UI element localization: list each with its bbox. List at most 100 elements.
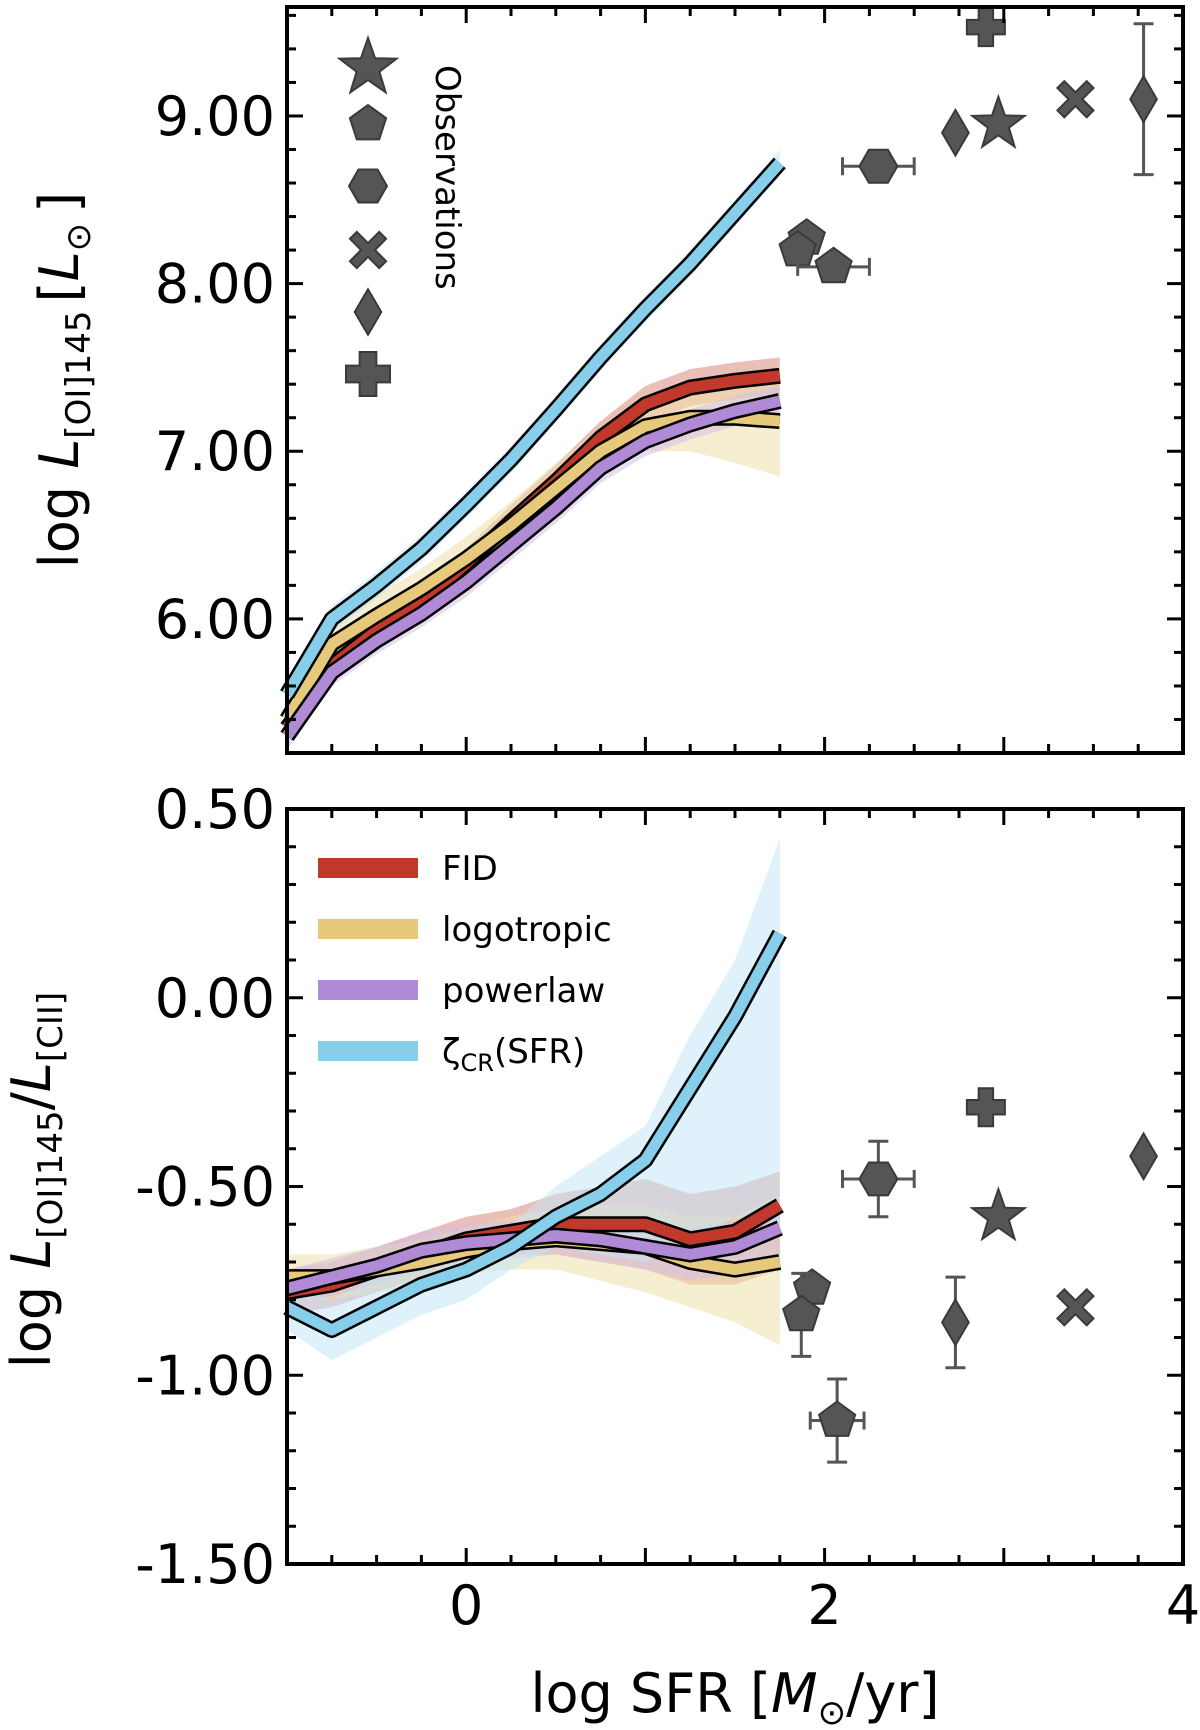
observation-hexagon — [841, 1139, 916, 1219]
bottom-y-axis-title: log L[OI]145/L[CII] — [0, 992, 71, 1368]
plus-marker — [965, 1087, 1006, 1128]
xlabel-prefix: log SFR [ — [530, 1662, 771, 1725]
top-plot-frame — [285, 5, 1185, 755]
observation-x — [1055, 79, 1095, 119]
legend-swatch — [318, 858, 418, 878]
observation-diamond — [1129, 1131, 1159, 1182]
observation-diamond — [1129, 22, 1159, 177]
diamond-marker — [940, 107, 970, 158]
legend-swatch — [318, 919, 418, 939]
y-tick-label: -1.00 — [135, 1344, 275, 1407]
bottom-ylabel-slash: / — [0, 1091, 63, 1110]
y-tick-label: 8.00 — [155, 253, 275, 316]
hexagon-marker — [858, 1161, 899, 1197]
star-marker — [969, 1186, 1028, 1242]
diamond-marker — [1129, 74, 1159, 124]
pentagon-marker — [817, 1400, 857, 1437]
legend-swatch — [318, 1041, 418, 1061]
bottom-ylabel-L: L — [0, 1239, 63, 1269]
line-2 — [282, 395, 782, 740]
observation-plus — [965, 1087, 1006, 1128]
xlabel-sun: ⊙ — [818, 1693, 847, 1730]
y-tick-label: 7.00 — [155, 420, 275, 483]
legend-entry: logotropic — [318, 910, 612, 950]
top-panel: 6.007.008.009.00 log L[OI]145[L⊙] Observ… — [28, 5, 1185, 755]
y-tick-label: 0.00 — [155, 967, 275, 1030]
x-axis-title: log SFR [M⊙/yr] — [530, 1662, 939, 1730]
top-series-lines — [280, 157, 786, 741]
legend-swatch — [318, 980, 418, 1000]
x-marker — [1055, 79, 1095, 119]
observations-legend-label: Observations — [427, 65, 467, 290]
observations-legend-x-marker — [348, 230, 388, 270]
observation-pentagon — [796, 246, 871, 284]
observation-x — [1055, 1287, 1095, 1327]
legend-label-main: ζ — [442, 1032, 461, 1072]
pentagon-marker — [814, 246, 853, 284]
top-ylabel-unit-close: ] — [28, 192, 91, 213]
top-ylabel-sub: [OI]145 — [59, 310, 99, 438]
pentagon-marker — [782, 1294, 821, 1332]
x-tick-label: 0 — [449, 1574, 483, 1637]
observations-legend-star-marker — [336, 34, 400, 95]
observation-diamond — [940, 1275, 970, 1370]
observation-star — [969, 1186, 1028, 1242]
observations-legend-hexagon-marker — [347, 168, 389, 204]
star-marker — [969, 93, 1028, 150]
bottom-ylabel-L2: L — [0, 1062, 63, 1092]
observations-legend-diamond-marker — [353, 287, 383, 337]
line-3 — [282, 159, 784, 698]
hexagon-marker — [858, 148, 899, 184]
x-tick-label: 2 — [807, 1574, 841, 1637]
legend-label: logotropic — [442, 910, 612, 950]
line-outline-1 — [280, 409, 781, 724]
observations-legend — [336, 34, 400, 397]
y-tick-label: -0.50 — [135, 1156, 275, 1219]
legend-entry: ζCR(SFR) — [318, 1032, 585, 1077]
bottom-plot-frame — [285, 807, 1185, 1566]
top-ylabel-unit-L: L — [28, 251, 91, 281]
x-tick-label: 4 — [1166, 1574, 1200, 1637]
legend-entry: powerlaw — [318, 971, 605, 1011]
observations-legend-pentagon-marker — [348, 103, 388, 141]
xlabel-suffix: /yr] — [846, 1662, 939, 1725]
y-tick-label: -1.50 — [135, 1533, 275, 1596]
top-y-axis-title: log L[OI]145[L⊙] — [28, 192, 99, 569]
xlabel-M: M — [771, 1662, 818, 1725]
y-tick-label: 6.00 — [155, 588, 275, 651]
legend-label: FID — [442, 849, 498, 889]
legend-label-tail: (SFR) — [494, 1032, 585, 1072]
top-ylabel-unit-sun: ⊙ — [59, 223, 99, 252]
y-tick-label: 9.00 — [155, 85, 275, 148]
observation-pentagon — [782, 1271, 821, 1358]
x-marker — [1055, 1287, 1095, 1327]
observations-legend-plus-marker — [345, 351, 391, 397]
top-ylabel-L: L — [28, 439, 91, 469]
y-tick-label: 0.50 — [155, 778, 275, 841]
bottom-ylabel-sub1: [OI]145 — [31, 1110, 71, 1238]
top-y-tick-labels: 6.00 7.00 8.00 9.00 — [155, 85, 275, 651]
legend: FID logotropic powerlaw ζCR(SFR) — [318, 849, 612, 1077]
line-1 — [282, 412, 781, 723]
observation-diamond — [940, 107, 970, 158]
legend-label: ζCR(SFR) — [442, 1032, 585, 1077]
bottom-x-tick-labels: 0 2 4 — [449, 1574, 1200, 1637]
legend-label-sub: CR — [461, 1049, 494, 1077]
observation-star — [969, 93, 1028, 150]
observation-plus — [965, 7, 1006, 48]
top-ylabel-unit-open: [ — [28, 281, 91, 302]
observation-hexagon — [841, 148, 916, 184]
bottom-observations — [782, 1087, 1159, 1464]
observation-pentagon — [808, 1377, 866, 1464]
plus-marker — [965, 7, 1006, 48]
bottom-series-lines — [283, 929, 787, 1338]
bottom-ylabel-sub2: [CII] — [31, 992, 71, 1062]
top-observations — [778, 7, 1159, 284]
line-3 — [284, 930, 785, 1336]
diamond-marker — [1129, 1131, 1159, 1182]
legend-entry: FID — [318, 849, 498, 889]
bottom-ylabel-prefix: log — [0, 1269, 63, 1368]
bottom-y-tick-labels: -1.50 -1.00 -0.50 0.00 0.50 — [135, 778, 275, 1596]
